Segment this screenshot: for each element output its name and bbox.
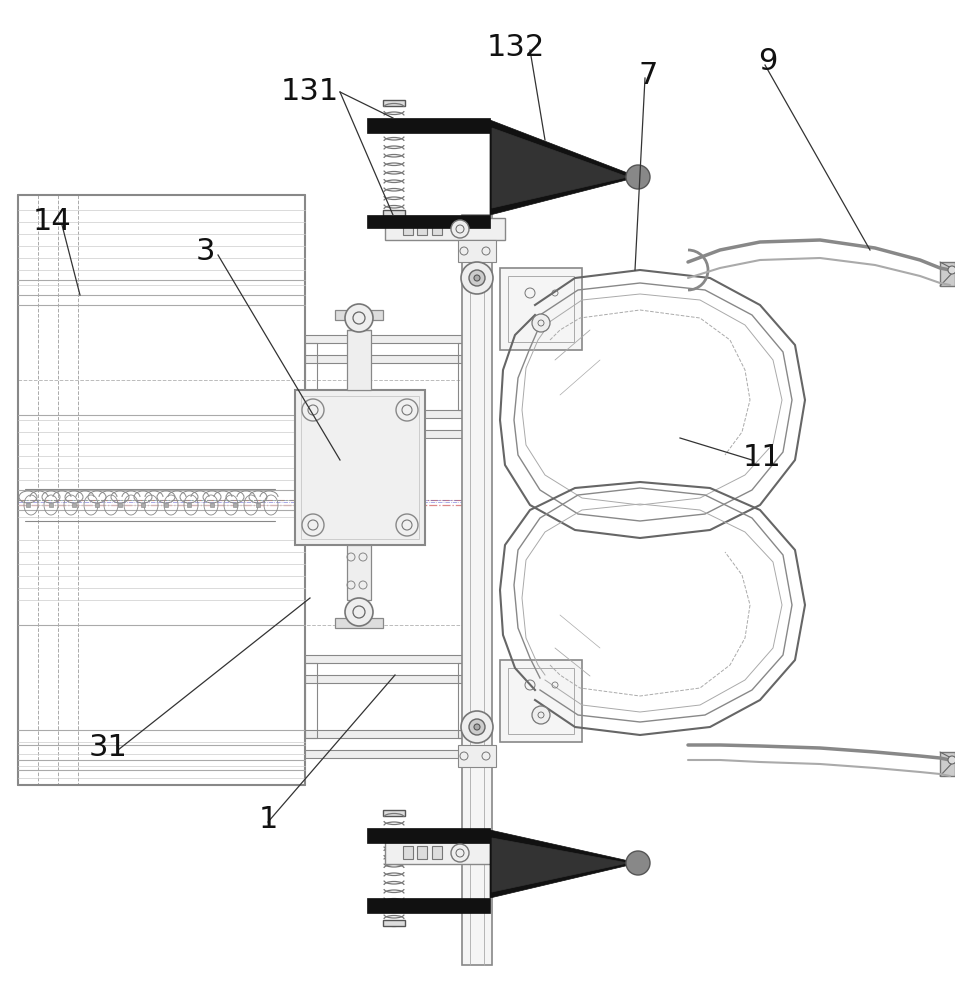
Bar <box>335 310 383 320</box>
Bar <box>305 730 470 738</box>
Circle shape <box>451 844 469 862</box>
Text: 14: 14 <box>32 208 72 236</box>
Bar <box>940 752 955 776</box>
Polygon shape <box>49 503 53 507</box>
Text: 9: 9 <box>758 47 777 77</box>
Bar <box>462 215 492 965</box>
Bar <box>305 663 317 738</box>
Bar <box>500 268 582 350</box>
Circle shape <box>469 270 485 286</box>
Circle shape <box>482 247 490 255</box>
Bar <box>335 618 383 628</box>
Circle shape <box>469 719 485 735</box>
Text: 7: 7 <box>638 60 658 90</box>
Circle shape <box>948 756 955 764</box>
Polygon shape <box>256 503 260 507</box>
Bar <box>458 663 470 738</box>
Bar <box>305 655 470 663</box>
Circle shape <box>626 851 650 875</box>
Bar <box>432 846 442 859</box>
Bar <box>347 545 371 600</box>
Polygon shape <box>118 503 122 507</box>
Bar <box>305 343 317 410</box>
Bar <box>305 430 470 438</box>
Bar <box>403 846 413 859</box>
Bar <box>301 396 419 539</box>
Polygon shape <box>141 503 145 507</box>
Circle shape <box>451 220 469 238</box>
Polygon shape <box>187 503 191 507</box>
Bar <box>403 222 413 235</box>
Bar <box>385 218 505 240</box>
Bar <box>383 210 405 216</box>
Bar <box>295 390 425 545</box>
Polygon shape <box>367 118 490 133</box>
Bar <box>305 750 470 758</box>
Polygon shape <box>490 830 638 898</box>
Bar <box>508 668 574 734</box>
Text: 31: 31 <box>89 734 127 762</box>
Circle shape <box>532 706 550 724</box>
Bar <box>458 343 470 410</box>
Polygon shape <box>367 898 490 913</box>
Polygon shape <box>490 120 638 215</box>
Bar <box>383 810 405 816</box>
Circle shape <box>482 752 490 760</box>
Circle shape <box>460 752 468 760</box>
Polygon shape <box>367 215 490 228</box>
Bar <box>458 745 496 767</box>
Bar <box>417 222 427 235</box>
Circle shape <box>345 598 373 626</box>
Bar <box>305 355 470 363</box>
Polygon shape <box>72 503 76 507</box>
Bar <box>417 846 427 859</box>
Bar <box>305 675 470 683</box>
Circle shape <box>532 314 550 332</box>
Text: 11: 11 <box>743 444 781 473</box>
Text: 132: 132 <box>487 33 545 62</box>
Polygon shape <box>492 838 628 892</box>
Bar <box>383 920 405 926</box>
Polygon shape <box>367 828 490 843</box>
Bar <box>940 262 955 286</box>
Bar <box>500 660 582 742</box>
Polygon shape <box>492 128 628 208</box>
Circle shape <box>474 275 480 281</box>
Circle shape <box>626 165 650 189</box>
Circle shape <box>474 724 480 730</box>
Bar <box>347 330 371 390</box>
Bar <box>383 100 405 106</box>
Circle shape <box>461 711 493 743</box>
Bar <box>305 410 470 418</box>
Bar <box>385 842 505 864</box>
Circle shape <box>948 266 955 274</box>
Text: 3: 3 <box>195 237 215 266</box>
Polygon shape <box>26 503 30 507</box>
Bar <box>305 335 470 343</box>
Polygon shape <box>164 503 168 507</box>
Text: 1: 1 <box>258 806 278 834</box>
Circle shape <box>345 304 373 332</box>
Circle shape <box>460 247 468 255</box>
Polygon shape <box>233 503 237 507</box>
Circle shape <box>461 262 493 294</box>
Bar <box>432 222 442 235</box>
Bar <box>508 276 574 342</box>
Polygon shape <box>95 503 99 507</box>
Polygon shape <box>210 503 214 507</box>
Text: 131: 131 <box>281 78 339 106</box>
Bar <box>458 240 496 262</box>
